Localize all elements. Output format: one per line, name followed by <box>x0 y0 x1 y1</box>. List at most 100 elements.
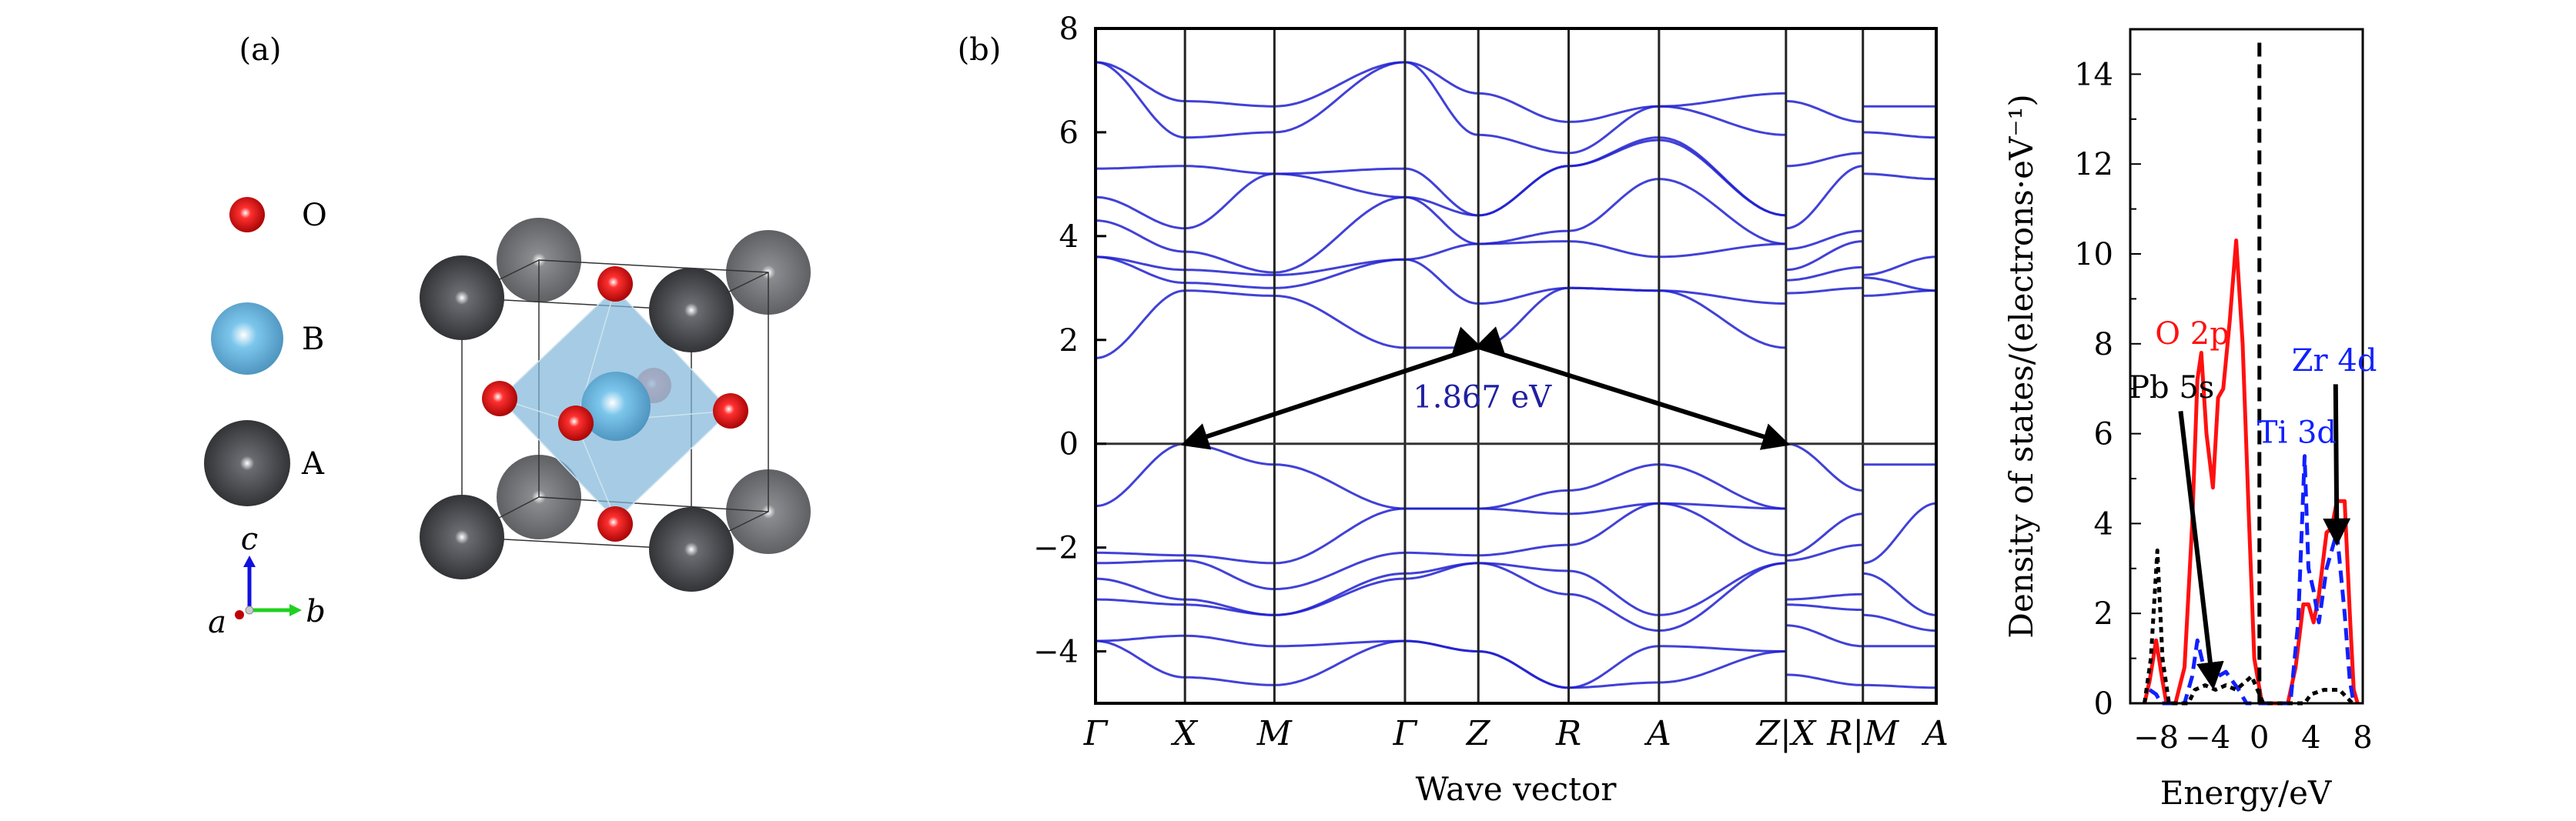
orbital-label: Ti 3d <box>2257 416 2337 451</box>
y-tick-label: 8 <box>2094 327 2113 362</box>
band-line <box>1785 152 1863 168</box>
y-tick-label: 2 <box>1059 323 1079 359</box>
legend-label-b: B <box>302 322 324 357</box>
panel-label-b: (b) <box>958 32 1002 68</box>
axis-origin <box>245 606 254 615</box>
band-x-axis-label: Wave vector <box>1416 770 1618 808</box>
oxygen-atom <box>597 506 633 542</box>
c-arrowhead-icon <box>243 556 256 567</box>
k-point-label: A <box>1921 714 1949 753</box>
y-tick-label: 0 <box>1059 427 1079 462</box>
band-gap-arrow <box>1180 326 1505 450</box>
k-point-label: X <box>1171 714 1199 753</box>
orbital-label: Zr 4d <box>2292 343 2377 379</box>
band-line <box>1095 502 1786 591</box>
band-plot-frame <box>1094 27 1938 705</box>
unit-cell <box>420 218 811 592</box>
band-line <box>1096 562 1786 632</box>
annotation-arrow <box>2323 384 2351 546</box>
band-line <box>1862 289 1936 297</box>
band-line <box>1095 139 1786 230</box>
band-line <box>1862 502 1937 565</box>
k-point-label: Γ <box>1083 714 1109 753</box>
x-tick-label: −8 <box>2133 720 2179 756</box>
k-point-label: A <box>1644 714 1671 753</box>
band-line <box>1785 543 1863 562</box>
x-tick-label: 0 <box>2250 720 2269 756</box>
a-site-atom-front <box>420 495 504 579</box>
annotation-arrow <box>2178 411 2224 690</box>
orbital-label: Pb 5s <box>2129 370 2214 405</box>
band-line <box>1785 603 1863 612</box>
y-tick-label: 12 <box>2074 147 2113 182</box>
band-line <box>1862 683 1937 689</box>
dos-y-axis-label: Density of states/(electrons·eV⁻¹) <box>2002 94 2040 638</box>
y-tick-label: 8 <box>1059 12 1079 47</box>
band-gap-arrow <box>1452 326 1791 450</box>
y-tick-label: 6 <box>2094 417 2113 452</box>
band-line <box>1862 613 1937 632</box>
band-line <box>1095 286 1786 359</box>
y-tick-label: 4 <box>2094 506 2113 542</box>
axis-label-a: a <box>208 605 226 640</box>
x-tick-label: 8 <box>2353 720 2372 756</box>
band-line <box>1785 624 1863 648</box>
k-point-label: Z|X <box>1755 714 1816 753</box>
band-line <box>1785 265 1863 282</box>
band-line <box>1095 639 1786 689</box>
band-line <box>1785 512 1863 557</box>
panel-label-a: (a) <box>239 32 281 68</box>
dos-chart: Energy/eV Density of states/(electrons·e… <box>2002 28 2377 812</box>
x-tick-label: −4 <box>2185 720 2230 756</box>
legend-b-ball <box>211 302 283 375</box>
k-point-label: Γ <box>1393 714 1418 753</box>
b-arrowhead-icon <box>289 604 302 616</box>
band-line <box>1785 229 1863 251</box>
band-line <box>1862 131 1937 139</box>
band-line <box>1785 240 1863 272</box>
legend-oxygen-ball <box>229 197 265 232</box>
oxygen-atom <box>558 405 594 441</box>
dos-series-o-2p <box>2143 239 2360 706</box>
y-tick-label: 2 <box>2094 596 2113 632</box>
b-site-atom <box>581 372 651 441</box>
band-line <box>1095 562 1786 616</box>
a-site-atom-front <box>649 268 734 352</box>
k-point-label: R|M <box>1826 714 1899 753</box>
dos-x-axis-label: Energy/eV <box>2160 774 2332 812</box>
atom-legend: O B A <box>204 197 327 506</box>
band-line <box>1095 61 1786 123</box>
band-line <box>1095 442 1786 510</box>
axis-label-b: b <box>306 594 326 629</box>
band-line <box>1785 165 1863 230</box>
band-line <box>1785 442 1863 492</box>
x-tick-label: 4 <box>2301 720 2320 756</box>
oxygen-atom <box>713 393 748 429</box>
band-line <box>1096 502 1786 565</box>
legend-a-ball <box>204 420 290 506</box>
dos-plot-frame <box>2129 28 2364 705</box>
a-site-atom-front <box>420 255 504 340</box>
band-line <box>1785 673 1863 686</box>
band-line <box>1862 172 1936 181</box>
band-line <box>1785 286 1863 295</box>
orbital-label: O 2p <box>2155 316 2230 352</box>
band-structure-chart: (b) Wave vector Γ X M Γ Z R A Z|X R|M A 8 6 4 2 0 −2 −4 1… <box>958 12 1949 808</box>
axis-triad: c b a <box>208 522 326 640</box>
band-line <box>1095 178 1786 274</box>
band-line <box>1095 240 1786 276</box>
band-line <box>1785 99 1863 123</box>
band-line <box>1785 592 1863 601</box>
y-tick-label: −4 <box>1033 635 1079 670</box>
oxygen-atom <box>597 266 633 302</box>
a-site-atom-front <box>649 507 734 592</box>
oxygen-atom <box>482 381 517 416</box>
a-axis-dot <box>235 610 244 619</box>
legend-label-a: A <box>301 446 325 482</box>
y-tick-label: 4 <box>1059 219 1079 255</box>
band-line <box>1862 276 1937 292</box>
panel-a-structure: (a) O B A c b a <box>204 32 811 640</box>
band-line <box>1862 255 1937 276</box>
k-point-label: R <box>1555 714 1581 753</box>
